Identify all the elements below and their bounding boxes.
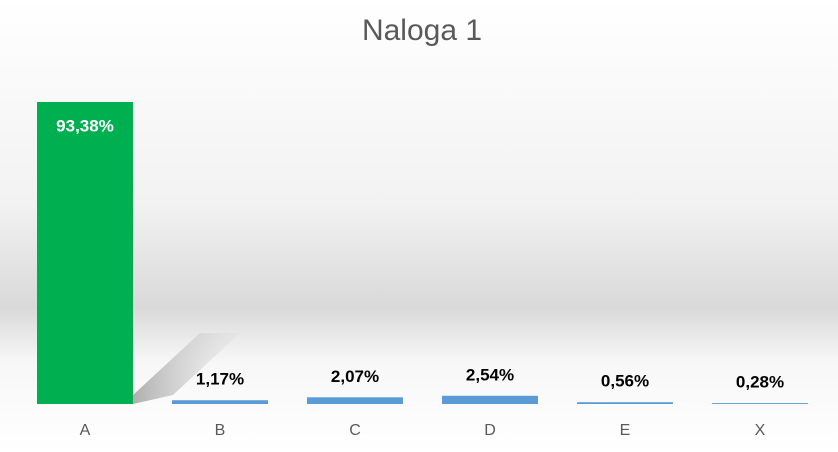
- data-label: 0,28%: [736, 373, 784, 392]
- x-tick-label: B: [215, 422, 226, 439]
- bar: [577, 402, 673, 404]
- data-label: 2,54%: [466, 365, 514, 384]
- x-tick-label: D: [484, 422, 496, 439]
- data-label: 2,07%: [331, 367, 379, 386]
- x-tick-label: E: [620, 422, 631, 439]
- x-tick-label: X: [755, 422, 766, 439]
- x-tick-label: A: [80, 422, 91, 439]
- bar: [442, 395, 538, 404]
- data-label: 93,38%: [56, 116, 114, 135]
- bar: [172, 400, 268, 404]
- bar: [307, 397, 403, 404]
- x-tick-label: C: [349, 422, 361, 439]
- bar: [712, 403, 808, 404]
- chart-title: Naloga 1: [362, 14, 482, 47]
- data-label: 0,56%: [601, 372, 649, 391]
- bar: [37, 102, 133, 404]
- data-label: 1,17%: [196, 370, 244, 389]
- bar-shadow: [133, 333, 240, 404]
